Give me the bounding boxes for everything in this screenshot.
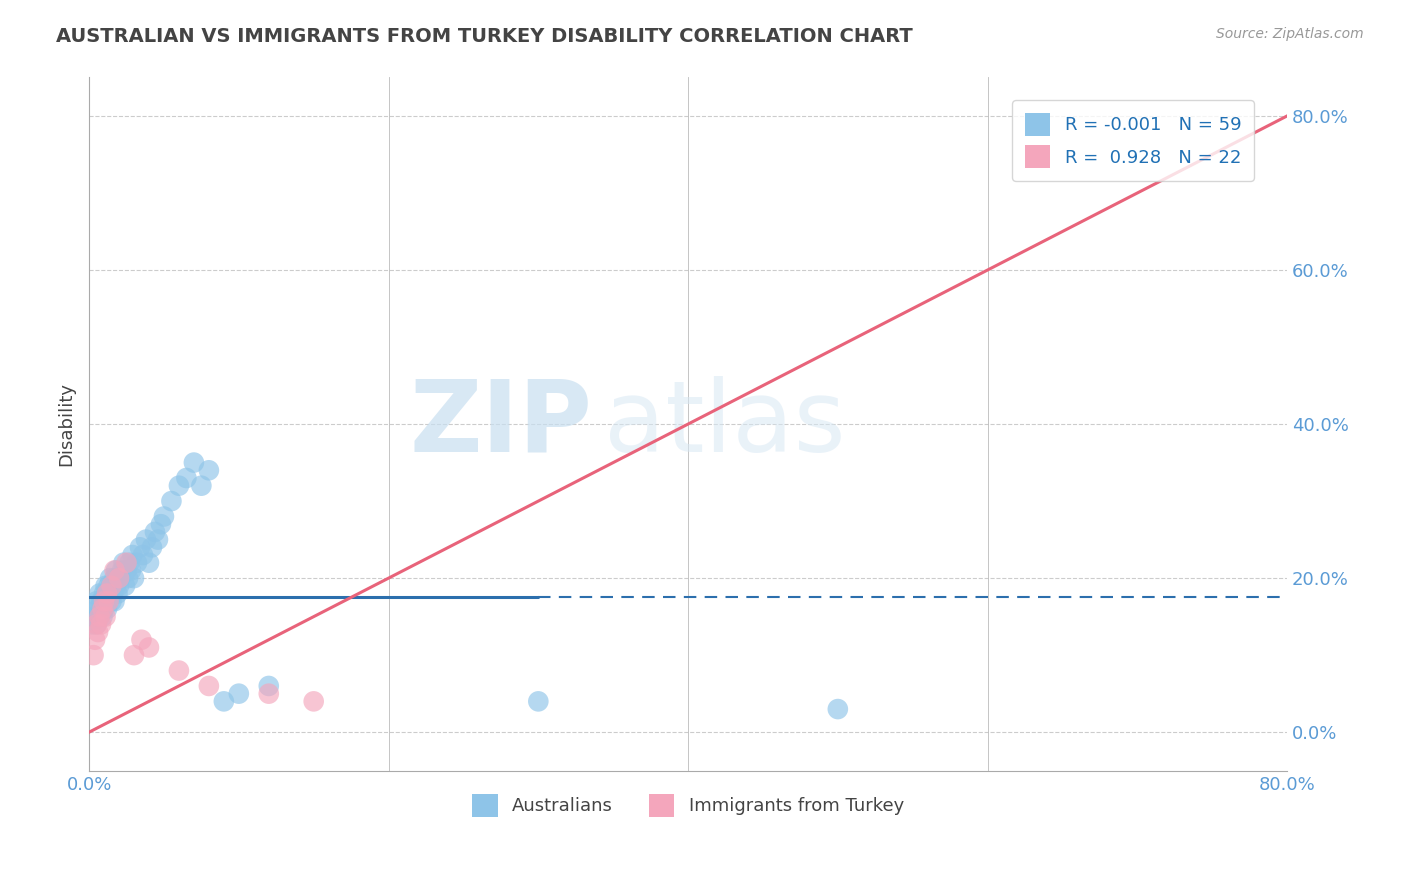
Point bbox=[117, 571, 139, 585]
Point bbox=[84, 632, 107, 647]
Point bbox=[827, 702, 849, 716]
Point bbox=[87, 602, 110, 616]
Point bbox=[108, 571, 131, 585]
Point bbox=[212, 694, 235, 708]
Point bbox=[527, 694, 550, 708]
Point bbox=[98, 571, 121, 585]
Point bbox=[91, 602, 114, 616]
Point bbox=[198, 679, 221, 693]
Point bbox=[122, 571, 145, 585]
Point bbox=[86, 594, 108, 608]
Point bbox=[96, 586, 118, 600]
Point bbox=[135, 533, 157, 547]
Point bbox=[120, 563, 142, 577]
Point bbox=[87, 625, 110, 640]
Point bbox=[93, 594, 115, 608]
Point bbox=[257, 687, 280, 701]
Point bbox=[167, 664, 190, 678]
Point bbox=[100, 579, 122, 593]
Point bbox=[115, 556, 138, 570]
Point bbox=[94, 579, 117, 593]
Text: AUSTRALIAN VS IMMIGRANTS FROM TURKEY DISABILITY CORRELATION CHART: AUSTRALIAN VS IMMIGRANTS FROM TURKEY DIS… bbox=[56, 27, 912, 45]
Point bbox=[146, 533, 169, 547]
Point bbox=[86, 617, 108, 632]
Y-axis label: Disability: Disability bbox=[58, 382, 75, 466]
Point bbox=[167, 478, 190, 492]
Point bbox=[131, 632, 153, 647]
Point bbox=[89, 586, 111, 600]
Point bbox=[83, 602, 105, 616]
Point bbox=[80, 617, 103, 632]
Point bbox=[132, 548, 155, 562]
Point bbox=[115, 563, 138, 577]
Point bbox=[105, 563, 128, 577]
Point bbox=[91, 609, 114, 624]
Point bbox=[97, 594, 120, 608]
Point bbox=[97, 594, 120, 608]
Point bbox=[86, 617, 108, 632]
Point bbox=[96, 586, 118, 600]
Point bbox=[97, 579, 120, 593]
Point bbox=[89, 609, 111, 624]
Point bbox=[107, 586, 129, 600]
Point bbox=[111, 563, 134, 577]
Point bbox=[257, 679, 280, 693]
Point bbox=[129, 541, 152, 555]
Point bbox=[138, 556, 160, 570]
Point bbox=[90, 594, 112, 608]
Point bbox=[110, 571, 132, 585]
Point bbox=[190, 478, 212, 492]
Point bbox=[94, 609, 117, 624]
Point bbox=[105, 579, 128, 593]
Point bbox=[153, 509, 176, 524]
Point bbox=[89, 609, 111, 624]
Legend: Australians, Immigrants from Turkey: Australians, Immigrants from Turkey bbox=[465, 787, 911, 824]
Text: ZIP: ZIP bbox=[409, 376, 592, 473]
Point bbox=[90, 617, 112, 632]
Point bbox=[112, 556, 135, 570]
Point bbox=[103, 594, 125, 608]
Point bbox=[302, 694, 325, 708]
Point bbox=[93, 602, 115, 616]
Text: Source: ZipAtlas.com: Source: ZipAtlas.com bbox=[1216, 27, 1364, 41]
Point bbox=[103, 563, 125, 577]
Point bbox=[138, 640, 160, 655]
Point bbox=[228, 687, 250, 701]
Point bbox=[94, 594, 117, 608]
Point bbox=[83, 648, 105, 662]
Text: atlas: atlas bbox=[605, 376, 846, 473]
Point bbox=[122, 648, 145, 662]
Point bbox=[96, 602, 118, 616]
Point bbox=[141, 541, 163, 555]
Point bbox=[149, 517, 172, 532]
Point bbox=[103, 571, 125, 585]
Point bbox=[101, 586, 124, 600]
Point bbox=[118, 556, 141, 570]
Point bbox=[183, 456, 205, 470]
Point bbox=[93, 586, 115, 600]
Point bbox=[121, 548, 143, 562]
Point bbox=[198, 463, 221, 477]
Point bbox=[108, 579, 131, 593]
Point bbox=[160, 494, 183, 508]
Point bbox=[100, 594, 122, 608]
Point bbox=[84, 609, 107, 624]
Point bbox=[176, 471, 198, 485]
Point bbox=[114, 579, 136, 593]
Point bbox=[143, 524, 166, 539]
Point bbox=[125, 556, 148, 570]
Point bbox=[100, 579, 122, 593]
